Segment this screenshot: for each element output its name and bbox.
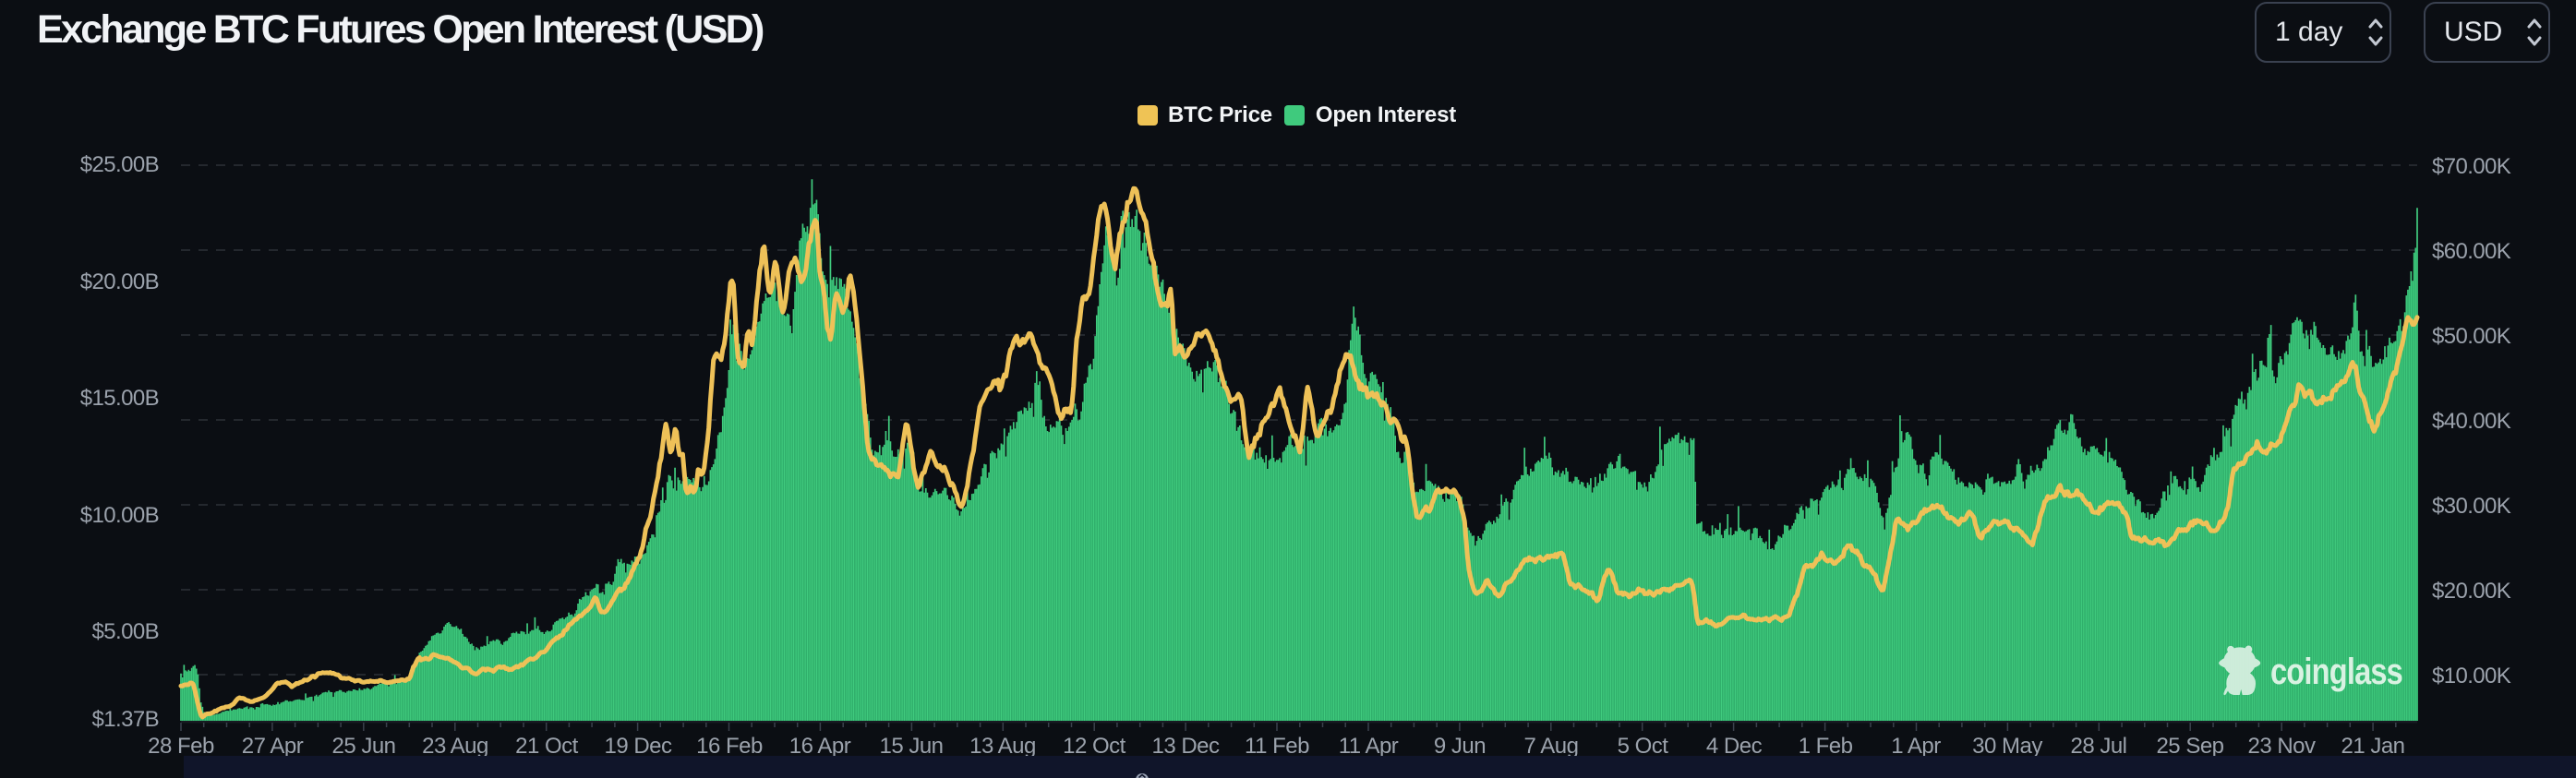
svg-text:23 Nov: 23 Nov	[2247, 734, 2316, 759]
svg-text:11 Feb: 11 Feb	[1245, 734, 1309, 759]
svg-text:15 Jun: 15 Jun	[879, 734, 943, 759]
svg-text:$50.00K: $50.00K	[2432, 324, 2511, 349]
svg-text:4 Dec: 4 Dec	[1706, 734, 1763, 759]
svg-text:$5.00B: $5.00B	[92, 619, 159, 644]
svg-text:21 Oct: 21 Oct	[515, 734, 579, 759]
svg-text:1 Apr: 1 Apr	[1891, 734, 1941, 759]
svg-text:9 Jun: 9 Jun	[1434, 734, 1486, 759]
svg-text:23 Aug: 23 Aug	[422, 734, 488, 759]
svg-text:$30.00K: $30.00K	[2432, 494, 2511, 519]
svg-text:12 Oct: 12 Oct	[1063, 734, 1126, 759]
svg-text:30 May: 30 May	[1972, 734, 2042, 759]
svg-text:$40.00K: $40.00K	[2432, 409, 2511, 434]
svg-text:1 Feb: 1 Feb	[1799, 734, 1853, 759]
svg-text:7 Aug: 7 Aug	[1524, 734, 1579, 759]
svg-text:28 Jul: 28 Jul	[2070, 734, 2126, 759]
svg-text:$20.00K: $20.00K	[2432, 579, 2511, 604]
svg-text:11 Apr: 11 Apr	[1339, 734, 1399, 759]
svg-text:13 Dec: 13 Dec	[1151, 734, 1220, 759]
svg-text:25 Jun: 25 Jun	[331, 734, 395, 759]
svg-text:$1.37B: $1.37B	[92, 707, 159, 732]
svg-text:21 Jan: 21 Jan	[2341, 734, 2404, 759]
svg-text:16 Feb: 16 Feb	[696, 734, 763, 759]
svg-text:coinglass: coinglass	[2270, 652, 2402, 692]
svg-text:$20.00B: $20.00B	[80, 269, 159, 294]
svg-text:28 Feb: 28 Feb	[148, 734, 214, 759]
svg-text:$60.00K: $60.00K	[2432, 239, 2511, 264]
svg-text:13 Aug: 13 Aug	[969, 734, 1036, 759]
svg-text:19 Dec: 19 Dec	[604, 734, 672, 759]
svg-text:$15.00B: $15.00B	[80, 386, 159, 411]
svg-text:16 Apr: 16 Apr	[789, 734, 851, 759]
svg-text:$10.00B: $10.00B	[80, 503, 159, 528]
svg-text:5 Oct: 5 Oct	[1618, 734, 1669, 759]
svg-text:25 Sep: 25 Sep	[2156, 734, 2223, 759]
svg-text:$10.00K: $10.00K	[2432, 664, 2511, 688]
svg-text:27 Apr: 27 Apr	[242, 734, 304, 759]
svg-text:$70.00K: $70.00K	[2432, 154, 2511, 179]
svg-text:$25.00B: $25.00B	[80, 152, 159, 177]
